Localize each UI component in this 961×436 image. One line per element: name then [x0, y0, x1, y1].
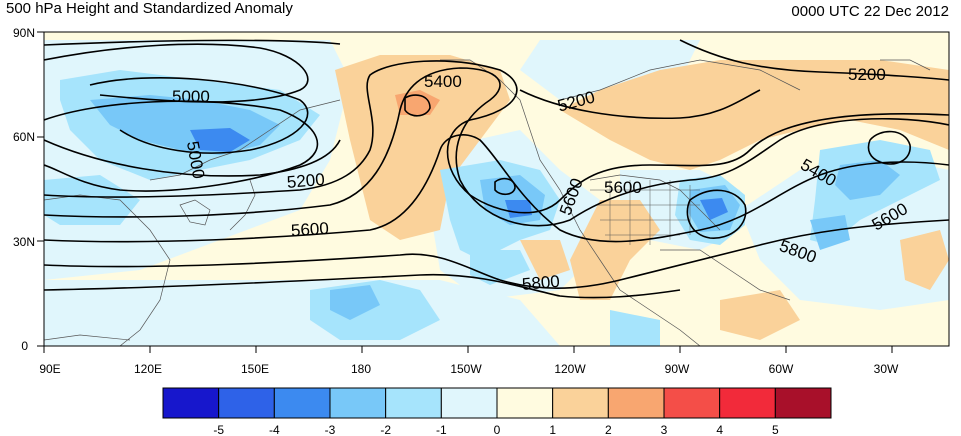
lat-ticks — [37, 31, 44, 347]
lon-tick-label: 90E — [39, 362, 60, 376]
colorbar-swatch — [162, 387, 220, 419]
contour-label: 5600 — [290, 219, 329, 241]
colorbar-label: 5 — [772, 423, 779, 436]
colorbar-swatch — [329, 387, 387, 419]
contour-label: 5800 — [521, 272, 560, 294]
colorbar-swatch — [273, 387, 331, 419]
colorbar-label: -1 — [436, 423, 447, 436]
lon-tick-label: 60W — [769, 362, 794, 376]
colorbar-swatch — [385, 387, 442, 419]
lon-ticks — [43, 346, 893, 353]
colorbar-label: -2 — [380, 423, 391, 436]
colorbar-swatch — [552, 387, 609, 419]
colorbar-label: 0 — [494, 423, 501, 436]
colorbar-swatch — [719, 387, 776, 419]
contour-label: 5400 — [424, 72, 462, 91]
colorbar-swatch — [774, 387, 832, 419]
colorbar-swatch — [496, 387, 554, 419]
anomaly-shading — [44, 32, 949, 346]
contour-label: 5200 — [848, 65, 886, 84]
contour-label: 5200 — [286, 170, 325, 192]
colorbar-label: 2 — [605, 423, 612, 436]
colorbar-label: -5 — [213, 423, 224, 436]
height-contours — [44, 39, 949, 299]
lat-tick-label: 90N — [13, 26, 35, 40]
lon-tick-label: 90W — [665, 362, 690, 376]
lon-tick-label: 150W — [450, 362, 482, 376]
lon-tick-label: 120W — [554, 362, 586, 376]
lon-tick-label: 30W — [874, 362, 899, 376]
lon-tick-label: 180 — [351, 362, 371, 376]
map-title: 500 hPa Height and Standardized Anomaly — [6, 0, 293, 17]
colorbar-label: 1 — [549, 423, 556, 436]
lat-tick-label: 30N — [13, 235, 35, 249]
colorbar-swatch — [440, 387, 498, 419]
plot-frame — [43, 31, 950, 347]
lon-tick-label: 150E — [241, 362, 269, 376]
colorbar-label: -3 — [325, 423, 336, 436]
timestamp: 0000 UTC 22 Dec 2012 — [791, 3, 949, 20]
colorbar-label: 3 — [661, 423, 668, 436]
lat-tick-label: 0 — [21, 339, 28, 353]
state-borders — [590, 180, 700, 245]
colorbar-swatch — [607, 387, 665, 419]
lat-tick-label: 60N — [13, 130, 35, 144]
contour-label: 5000 — [172, 87, 210, 106]
colorbar-swatch — [218, 387, 275, 419]
colorbar: -5 -4 -3 -2 -1 0 1 2 3 4 5 — [162, 387, 832, 436]
colorbar-swatch — [663, 387, 721, 419]
colorbar-label: 4 — [716, 423, 723, 436]
lon-tick-label: 120E — [134, 362, 162, 376]
colorbar-label: -4 — [269, 423, 280, 436]
contour-label: 5600 — [604, 178, 642, 197]
